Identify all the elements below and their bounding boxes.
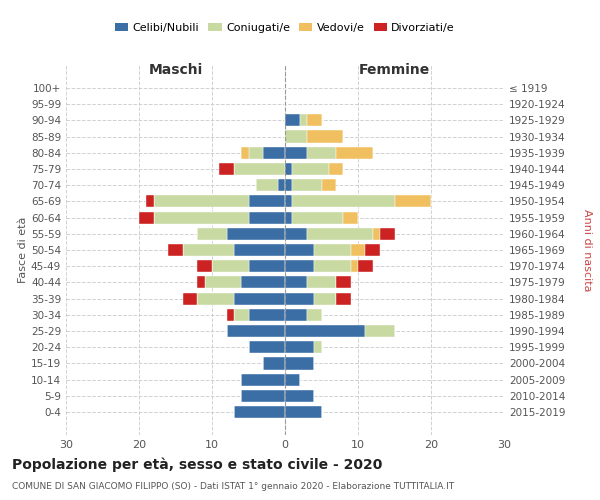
- Text: Popolazione per età, sesso e stato civile - 2020: Popolazione per età, sesso e stato civil…: [12, 458, 382, 472]
- Bar: [343, 212, 358, 224]
- Bar: [336, 276, 351, 288]
- Bar: [307, 276, 336, 288]
- Bar: [285, 309, 307, 321]
- Bar: [197, 260, 212, 272]
- Bar: [278, 179, 285, 191]
- Bar: [183, 244, 234, 256]
- Bar: [154, 212, 248, 224]
- Bar: [285, 325, 365, 337]
- Bar: [292, 179, 322, 191]
- Bar: [285, 228, 307, 240]
- Text: COMUNE DI SAN GIACOMO FILIPPO (SO) - Dati ISTAT 1° gennaio 2020 - Elaborazione T: COMUNE DI SAN GIACOMO FILIPPO (SO) - Dat…: [12, 482, 454, 491]
- Bar: [248, 341, 285, 353]
- Bar: [380, 228, 395, 240]
- Bar: [285, 374, 299, 386]
- Bar: [263, 146, 285, 159]
- Bar: [350, 244, 365, 256]
- Text: Maschi: Maschi: [148, 62, 203, 76]
- Bar: [285, 146, 307, 159]
- Bar: [227, 309, 234, 321]
- Bar: [146, 196, 154, 207]
- Bar: [307, 146, 336, 159]
- Bar: [234, 244, 285, 256]
- Bar: [248, 212, 285, 224]
- Bar: [212, 260, 248, 272]
- Bar: [285, 358, 314, 370]
- Bar: [299, 114, 307, 126]
- Bar: [285, 244, 314, 256]
- Bar: [227, 228, 285, 240]
- Bar: [248, 146, 263, 159]
- Bar: [154, 196, 248, 207]
- Bar: [322, 179, 336, 191]
- Bar: [285, 130, 307, 142]
- Bar: [307, 309, 322, 321]
- Bar: [329, 163, 343, 175]
- Bar: [314, 260, 350, 272]
- Bar: [248, 309, 285, 321]
- Bar: [285, 212, 292, 224]
- Bar: [241, 374, 285, 386]
- Y-axis label: Anni di nascita: Anni di nascita: [582, 209, 592, 291]
- Bar: [307, 130, 343, 142]
- Bar: [336, 146, 373, 159]
- Bar: [285, 179, 292, 191]
- Bar: [220, 163, 234, 175]
- Bar: [307, 114, 322, 126]
- Bar: [285, 292, 314, 304]
- Bar: [285, 406, 322, 418]
- Bar: [292, 196, 395, 207]
- Bar: [336, 292, 351, 304]
- Bar: [241, 276, 285, 288]
- Bar: [241, 390, 285, 402]
- Bar: [395, 196, 431, 207]
- Bar: [285, 341, 314, 353]
- Bar: [314, 292, 336, 304]
- Y-axis label: Fasce di età: Fasce di età: [18, 217, 28, 283]
- Legend: Celibi/Nubili, Coniugati/e, Vedovi/e, Divorziati/e: Celibi/Nubili, Coniugati/e, Vedovi/e, Di…: [110, 19, 460, 38]
- Bar: [227, 325, 285, 337]
- Bar: [183, 292, 197, 304]
- Bar: [241, 146, 248, 159]
- Bar: [234, 163, 285, 175]
- Bar: [285, 260, 314, 272]
- Bar: [197, 228, 227, 240]
- Bar: [248, 196, 285, 207]
- Bar: [373, 228, 380, 240]
- Bar: [285, 114, 299, 126]
- Bar: [234, 309, 248, 321]
- Bar: [248, 260, 285, 272]
- Bar: [197, 276, 205, 288]
- Bar: [292, 163, 329, 175]
- Bar: [350, 260, 358, 272]
- Bar: [292, 212, 343, 224]
- Text: Femmine: Femmine: [359, 62, 430, 76]
- Bar: [197, 292, 234, 304]
- Bar: [263, 358, 285, 370]
- Bar: [365, 325, 395, 337]
- Bar: [256, 179, 278, 191]
- Bar: [139, 212, 154, 224]
- Bar: [285, 276, 307, 288]
- Bar: [365, 244, 380, 256]
- Bar: [307, 228, 373, 240]
- Bar: [314, 341, 322, 353]
- Bar: [205, 276, 241, 288]
- Bar: [234, 406, 285, 418]
- Bar: [285, 196, 292, 207]
- Bar: [314, 244, 350, 256]
- Bar: [234, 292, 285, 304]
- Bar: [168, 244, 183, 256]
- Bar: [285, 163, 292, 175]
- Bar: [285, 390, 314, 402]
- Bar: [358, 260, 373, 272]
